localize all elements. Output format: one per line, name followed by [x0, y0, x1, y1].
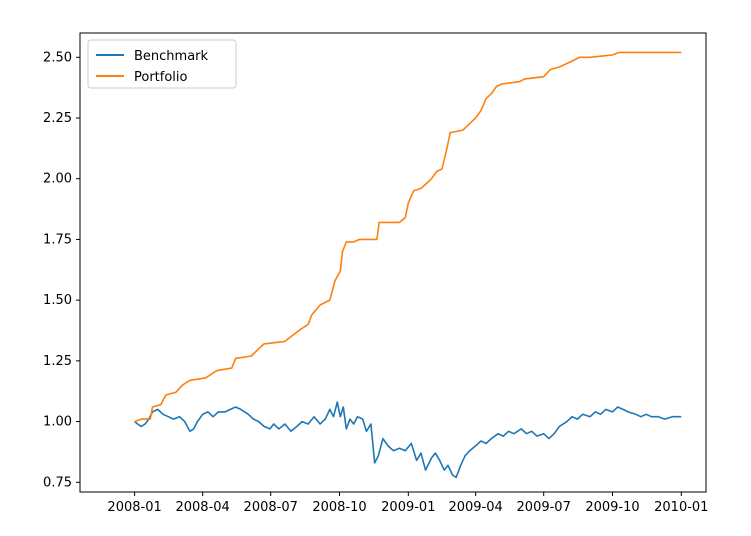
y-tick-label: 1.75 — [43, 232, 72, 247]
y-tick-label: 0.75 — [43, 475, 72, 490]
x-tick-label: 2008-10 — [312, 500, 366, 515]
legend-label-portfolio: Portfolio — [134, 70, 188, 85]
plot-background — [80, 33, 706, 492]
y-tick-label: 1.50 — [43, 293, 72, 308]
x-tick-label: 2009-04 — [448, 500, 502, 515]
legend-label-benchmark: Benchmark — [134, 49, 209, 64]
y-tick-label: 2.25 — [43, 111, 72, 126]
x-tick-label: 2009-07 — [517, 500, 571, 515]
y-axis: 0.75 1.00 1.25 1.50 1.75 2.00 2.25 2.50 — [43, 50, 80, 490]
x-tick-label: 2010-01 — [654, 500, 708, 515]
y-tick-label: 1.00 — [43, 415, 72, 430]
x-tick-label: 2008-07 — [244, 500, 298, 515]
x-axis: 2008-01 2008-04 2008-07 2008-10 2009-01 2009-… — [107, 492, 708, 515]
y-tick-label: 2.00 — [43, 172, 72, 187]
y-tick-label: 1.25 — [43, 354, 72, 369]
series-line-benchmark — [134, 401, 682, 479]
series-layer — [134, 51, 682, 479]
y-tick-label: 2.50 — [43, 50, 72, 65]
x-tick-label: 2009-10 — [585, 500, 639, 515]
series-line-portfolio — [134, 51, 682, 423]
x-tick-label: 2008-01 — [107, 500, 161, 515]
plot-frame — [79, 32, 707, 493]
x-tick-label: 2008-04 — [175, 500, 229, 515]
x-tick-label: 2009-01 — [381, 500, 435, 515]
legend-box — [87, 39, 237, 89]
legend: Benchmark Portfolio — [87, 39, 237, 89]
